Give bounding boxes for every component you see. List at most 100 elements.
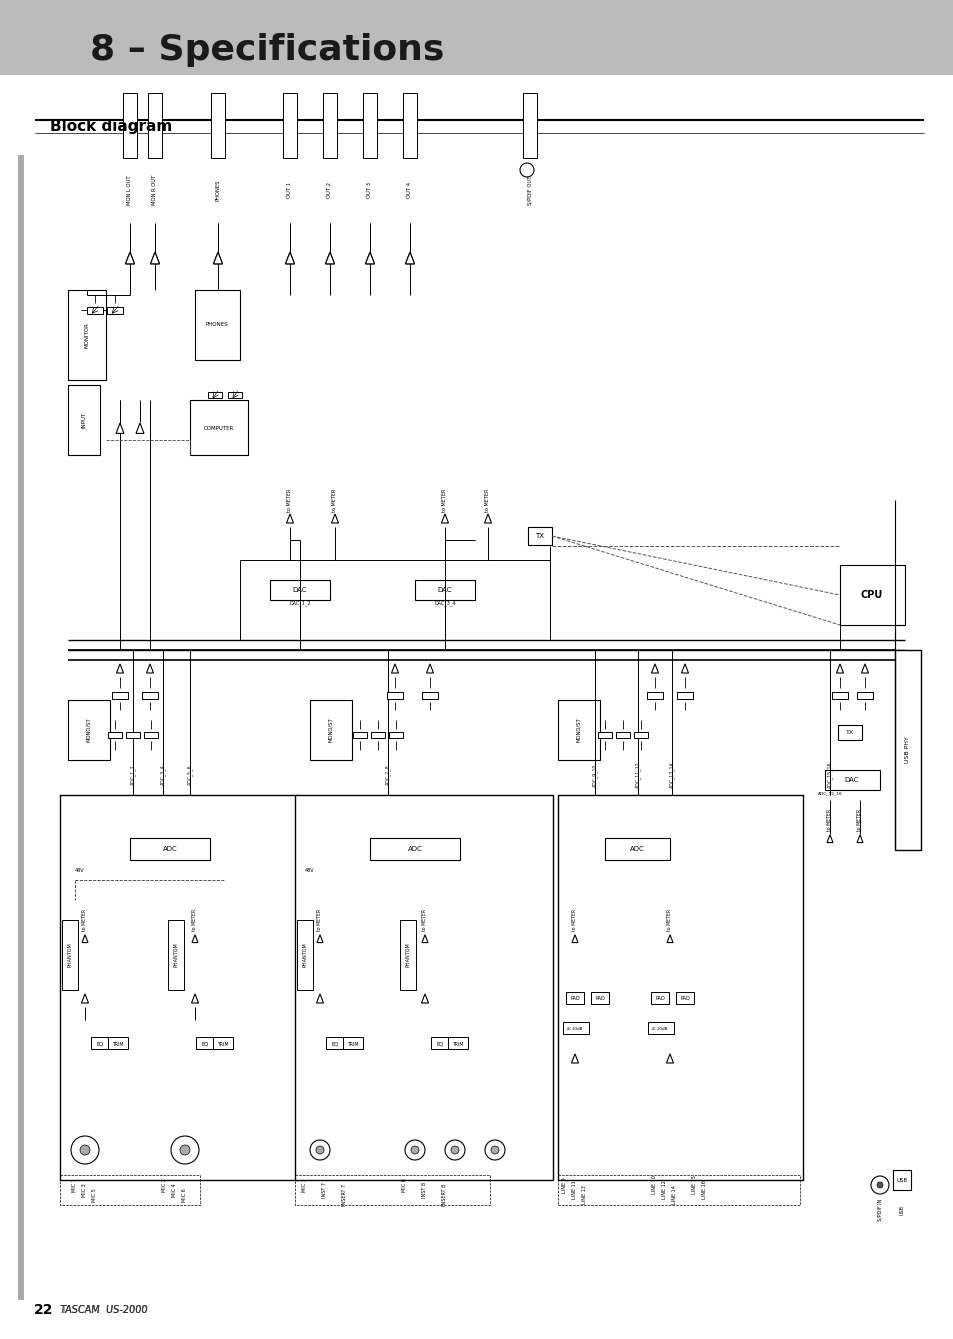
Text: ADC_11_12: ADC_11_12 [635, 762, 640, 789]
Text: to METER: to METER [287, 489, 293, 511]
Bar [87, 307, 103, 313]
Text: OUT 3: OUT 3 [367, 182, 372, 198]
Text: USB: USB [896, 1177, 906, 1182]
Text: PAD: PAD [595, 996, 604, 1002]
Text: PHANTOM: PHANTOM [302, 943, 307, 967]
Text: TRIM: TRIM [452, 1042, 463, 1047]
Text: ADC_7_8: ADC_7_8 [385, 765, 391, 785]
Bar [647, 1022, 673, 1034]
Bar [148, 92, 162, 158]
Polygon shape [325, 252, 335, 264]
Bar [387, 691, 402, 699]
Circle shape [451, 1146, 458, 1154]
Bar [590, 992, 608, 1004]
Bar [62, 920, 78, 990]
Text: MIC 4: MIC 4 [172, 1184, 177, 1197]
Text: 48V: 48V [305, 868, 314, 873]
Bar [646, 691, 662, 699]
Bar [144, 732, 158, 738]
Bar [522, 92, 537, 158]
Bar [126, 732, 140, 738]
Polygon shape [836, 664, 842, 674]
Bar [18, 155, 24, 1300]
Text: to METER: to METER [333, 489, 337, 511]
Text: ADC_1_2: ADC_1_2 [130, 765, 135, 785]
Text: LINE 11: LINE 11 [572, 1181, 577, 1200]
Text: EQ: EQ [436, 1042, 443, 1047]
Text: LINE 9: LINE 9 [562, 1177, 567, 1193]
Polygon shape [192, 935, 198, 943]
Bar [108, 732, 122, 738]
Text: INPUT: INPUT [81, 412, 87, 428]
Polygon shape [213, 252, 222, 264]
Polygon shape [136, 423, 144, 434]
Bar [562, 1022, 588, 1034]
Polygon shape [192, 994, 198, 1003]
Polygon shape [316, 994, 323, 1003]
Text: S/PDIF OUT: S/PDIF OUT [527, 175, 532, 205]
Bar [0, 75, 953, 159]
Circle shape [180, 1145, 190, 1156]
Bar [142, 691, 158, 699]
Circle shape [315, 1146, 324, 1154]
Bar [123, 92, 137, 158]
Bar [840, 565, 904, 625]
Circle shape [484, 1139, 504, 1160]
Text: MONO/ST: MONO/ST [87, 718, 91, 742]
Circle shape [411, 1146, 418, 1154]
Bar [370, 838, 459, 860]
Text: ADC_13_14: ADC_13_14 [668, 762, 674, 789]
Bar [421, 691, 437, 699]
Text: to METER: to METER [193, 909, 197, 931]
Text: LINE 12: LINE 12 [661, 1181, 667, 1200]
Polygon shape [405, 252, 414, 264]
Polygon shape [151, 252, 159, 264]
Text: to METER: to METER [485, 489, 490, 511]
Circle shape [310, 1139, 330, 1160]
Bar [68, 700, 110, 761]
Bar [130, 838, 210, 860]
Text: TRIM: TRIM [112, 1042, 124, 1047]
Polygon shape [365, 252, 375, 264]
Text: ADC_5_6: ADC_5_6 [187, 765, 193, 785]
Circle shape [876, 1182, 882, 1188]
Text: OUT 2: OUT 2 [327, 182, 333, 198]
Text: DAC_1_2: DAC_1_2 [289, 600, 311, 605]
Text: USB PHY: USB PHY [904, 736, 909, 763]
Polygon shape [126, 252, 134, 264]
Bar [343, 1036, 363, 1048]
Bar [68, 386, 100, 455]
Bar [326, 1036, 344, 1048]
Text: DAC: DAC [293, 586, 307, 593]
Bar [402, 92, 416, 158]
Bar [676, 992, 693, 1004]
Circle shape [444, 1139, 464, 1160]
Text: 8 – Specifications: 8 – Specifications [90, 33, 444, 67]
Polygon shape [441, 514, 448, 524]
Polygon shape [666, 1054, 673, 1063]
Bar [323, 92, 336, 158]
Polygon shape [861, 664, 867, 674]
Circle shape [491, 1146, 498, 1154]
Bar [892, 1170, 910, 1190]
Text: -4/-10dB: -4/-10dB [651, 1027, 668, 1031]
Polygon shape [856, 834, 862, 842]
Text: EQ: EQ [331, 1042, 338, 1047]
Polygon shape [484, 514, 491, 524]
Circle shape [171, 1135, 199, 1164]
Polygon shape [213, 252, 222, 264]
Text: LINE 15: LINE 15 [692, 1176, 697, 1194]
Text: OUT 4: OUT 4 [407, 182, 412, 198]
Text: ADC_15_16: ADC_15_16 [826, 762, 832, 789]
Bar [371, 732, 385, 738]
Text: USB: USB [899, 1205, 903, 1214]
Text: ADC: ADC [407, 846, 422, 852]
Text: OUT 1: OUT 1 [287, 182, 293, 198]
Text: to METER: to METER [857, 809, 862, 832]
Bar [604, 838, 669, 860]
Text: TX: TX [845, 730, 853, 735]
Text: MIC 8: MIC 8 [402, 1178, 407, 1192]
Bar [195, 1036, 213, 1048]
Bar [448, 1036, 468, 1048]
Text: ADC_15_16: ADC_15_16 [817, 791, 841, 795]
